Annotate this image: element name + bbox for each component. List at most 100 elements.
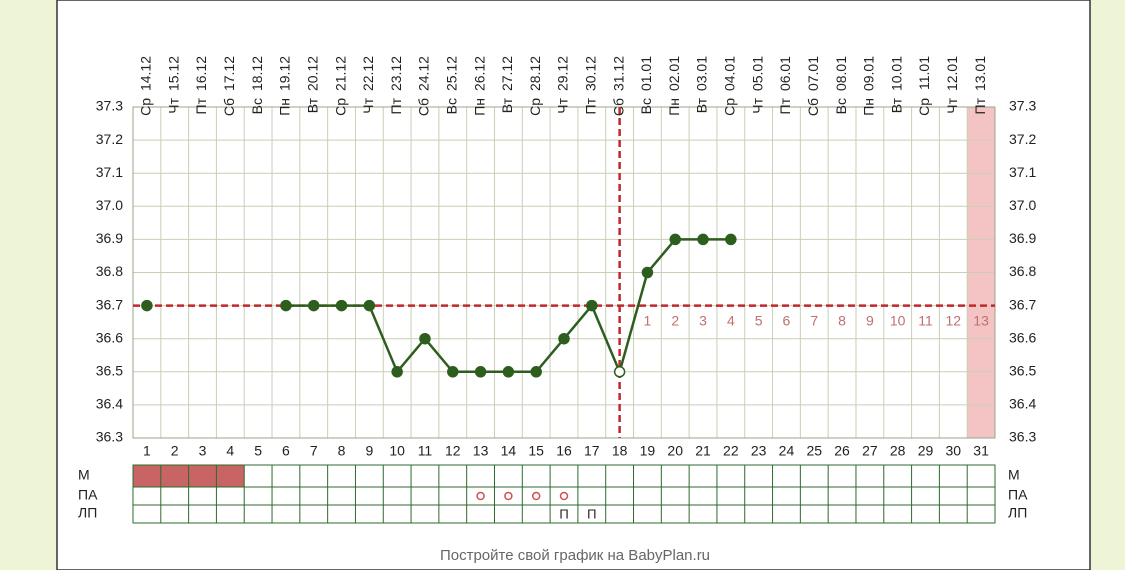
weekday-label: Вт <box>694 97 710 113</box>
y-tick-label-right: 36.8 <box>1009 263 1036 279</box>
phase-label: 1 <box>644 312 652 328</box>
phase-label: 10 <box>890 312 906 328</box>
date-label: 07.01 <box>805 56 821 91</box>
temperature-point <box>558 332 570 345</box>
weekday-label: Пн <box>666 98 682 116</box>
temperature-point <box>474 366 487 378</box>
date-label: 04.01 <box>722 56 738 91</box>
x-tick-label: 21 <box>695 443 711 459</box>
phase-label: 8 <box>838 312 846 328</box>
weekday-label: Чт <box>555 97 571 113</box>
temperature-point <box>641 266 654 279</box>
weekday-label: Пн <box>861 98 877 116</box>
temperature-point <box>530 366 542 378</box>
date-label: 25.12 <box>443 56 459 91</box>
x-tick-label: 5 <box>254 443 262 459</box>
weekday-label: Чт <box>360 97 376 113</box>
date-label: 30.12 <box>583 56 599 91</box>
temperature-point <box>669 233 681 246</box>
plot-border <box>132 106 996 439</box>
weekday-label: Пт <box>972 97 988 114</box>
date-label: 29.12 <box>555 56 571 91</box>
date-label: 02.01 <box>666 56 682 91</box>
date-label: 15.12 <box>165 56 181 91</box>
pa-mark <box>504 491 513 501</box>
date-label: 23.12 <box>388 56 404 91</box>
y-tick-label: 37.3 <box>96 98 123 114</box>
temperature-point <box>141 299 153 312</box>
row-label-right: М <box>1008 467 1020 483</box>
y-tick-label-right: 37.1 <box>1009 164 1036 180</box>
row-label-right: ПА <box>1008 487 1028 503</box>
x-tick-label: 25 <box>806 443 822 459</box>
date-label: 03.01 <box>694 56 710 91</box>
lp-mark: П <box>559 506 568 521</box>
x-tick-label: 6 <box>282 443 290 459</box>
date-label: 12.01 <box>944 56 960 91</box>
x-tick-label: 10 <box>389 443 405 459</box>
weekday-label: Пт <box>777 97 793 114</box>
x-tick-label: 3 <box>199 443 207 459</box>
pa-mark <box>531 491 541 501</box>
x-tick-label: 31 <box>973 443 989 459</box>
weekday-label: Ср <box>332 98 348 116</box>
weekday-label: Пт <box>388 97 404 114</box>
date-label: 11.01 <box>916 56 932 90</box>
y-tick-label-right: 37.0 <box>1009 197 1036 213</box>
y-tick-label-right: 36.6 <box>1009 329 1036 345</box>
y-tick-label-right: 37.3 <box>1009 98 1036 114</box>
weekday-label: Ср <box>916 98 932 116</box>
date-label: 22.12 <box>360 56 376 91</box>
y-tick-label-right: 36.9 <box>1009 230 1036 246</box>
y-tick-label-right: 36.5 <box>1009 363 1036 379</box>
date-label: 28.12 <box>527 56 543 91</box>
weekday-label: Пн <box>277 98 293 116</box>
weekday-label: Пн <box>471 98 487 116</box>
y-tick-label: 36.4 <box>96 396 123 412</box>
weekday-label: Вт <box>304 97 320 113</box>
pa-mark <box>559 491 569 501</box>
x-tick-label: 15 <box>528 443 544 459</box>
weekday-label: Вс <box>833 98 849 114</box>
phase-label: 13 <box>973 312 989 328</box>
y-tick-label: 36.3 <box>96 429 123 445</box>
temperature-point <box>697 233 709 246</box>
date-label: 26.12 <box>471 56 487 91</box>
date-label: 19.12 <box>277 56 293 91</box>
weekday-label: Сб <box>416 98 432 116</box>
x-tick-label: 19 <box>640 443 656 459</box>
y-tick-label: 36.7 <box>96 296 123 312</box>
menstruation-cell <box>216 465 245 487</box>
weekday-label: Вс <box>249 98 265 114</box>
y-tick-label-right: 36.4 <box>1009 396 1036 412</box>
x-tick-label: 13 <box>473 443 489 459</box>
x-tick-label: 2 <box>171 443 179 459</box>
x-tick-label: 9 <box>365 443 373 459</box>
pa-mark <box>476 491 485 501</box>
row-label: М <box>78 467 90 483</box>
x-tick-label: 30 <box>946 443 962 459</box>
x-tick-label: 28 <box>890 443 906 459</box>
x-tick-label: 26 <box>834 443 850 459</box>
y-tick-label-right: 37.2 <box>1009 131 1036 147</box>
x-tick-label: 22 <box>723 443 739 459</box>
x-tick-label: 29 <box>918 443 934 459</box>
weekday-label: Сб <box>221 98 237 116</box>
temperature-point <box>335 299 348 312</box>
x-tick-label: 11 <box>418 443 433 459</box>
date-label: 13.01 <box>972 56 988 91</box>
phase-label: 12 <box>946 312 962 328</box>
x-tick-label: 16 <box>556 443 572 459</box>
weekday-label: Сб <box>805 98 821 116</box>
row-border <box>132 504 996 524</box>
y-tick-label: 36.6 <box>96 329 123 345</box>
phase-label: 7 <box>810 312 818 328</box>
y-tick-label: 37.0 <box>96 197 123 213</box>
date-label: 24.12 <box>416 56 432 91</box>
phase-label: 6 <box>783 312 791 328</box>
date-label: 31.12 <box>610 56 626 91</box>
row-label: ЛП <box>78 505 97 521</box>
x-tick-label: 14 <box>501 443 517 459</box>
date-label: 08.01 <box>833 56 849 91</box>
